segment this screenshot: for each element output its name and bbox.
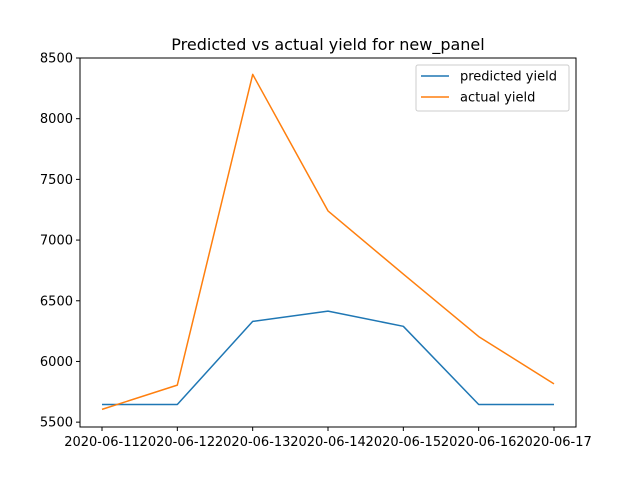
x-tick-label: 2020-06-11 <box>64 435 140 450</box>
y-tick-label: 7000 <box>40 234 73 249</box>
legend-label-0: predicted yield <box>460 70 557 85</box>
axes-frame <box>79 57 577 428</box>
x-tick-label: 2020-06-15 <box>366 435 442 450</box>
y-axis: 5500 6000 6500 7000 7500 8000 8500 <box>40 52 80 431</box>
y-tick-label: 7500 <box>40 173 73 188</box>
y-tick-label: 6500 <box>40 294 73 309</box>
x-axis: 2020-06-11 2020-06-12 2020-06-13 2020-06-14… <box>64 427 592 450</box>
x-tick-label: 2020-06-14 <box>290 435 366 450</box>
x-tick-label: 2020-06-13 <box>215 435 291 450</box>
y-tick-label: 8500 <box>40 52 73 67</box>
legend-label-1: actual yield <box>460 91 535 106</box>
series-line-0 <box>102 310 554 406</box>
y-tick-label: 5500 <box>40 416 73 431</box>
chart-title: Predicted vs actual yield for new_panel <box>171 35 484 55</box>
x-tick-label: 2020-06-17 <box>516 435 592 450</box>
legend: predicted yield actual yield <box>415 64 570 112</box>
series-line-1 <box>101 73 555 411</box>
y-tick-label: 6000 <box>40 355 73 370</box>
y-tick-label: 8000 <box>40 112 73 127</box>
plot-series-group <box>101 73 555 411</box>
legend-box <box>415 64 570 112</box>
x-tick-label: 2020-06-12 <box>140 435 216 450</box>
x-tick-label: 2020-06-16 <box>441 435 517 450</box>
